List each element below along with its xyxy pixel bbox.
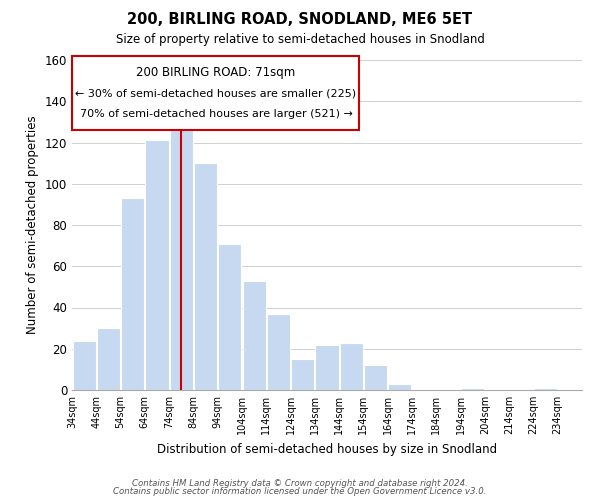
Bar bbox=[316, 344, 338, 390]
Text: Contains public sector information licensed under the Open Government Licence v3: Contains public sector information licen… bbox=[113, 487, 487, 496]
Text: 200, BIRLING ROAD, SNODLAND, ME6 5ET: 200, BIRLING ROAD, SNODLAND, ME6 5ET bbox=[127, 12, 473, 28]
Text: 200 BIRLING ROAD: 71sqm: 200 BIRLING ROAD: 71sqm bbox=[136, 66, 295, 78]
Bar bbox=[291, 359, 314, 390]
Bar bbox=[267, 314, 290, 390]
Bar bbox=[242, 280, 266, 390]
Bar bbox=[121, 198, 144, 390]
Text: ← 30% of semi-detached houses are smaller (225): ← 30% of semi-detached houses are smalle… bbox=[74, 88, 356, 98]
Bar bbox=[218, 244, 241, 390]
X-axis label: Distribution of semi-detached houses by size in Snodland: Distribution of semi-detached houses by … bbox=[157, 442, 497, 456]
Bar bbox=[340, 342, 363, 390]
Text: Size of property relative to semi-detached houses in Snodland: Size of property relative to semi-detach… bbox=[116, 32, 484, 46]
Bar bbox=[388, 384, 412, 390]
Text: Contains HM Land Registry data © Crown copyright and database right 2024.: Contains HM Land Registry data © Crown c… bbox=[132, 478, 468, 488]
Bar bbox=[461, 388, 484, 390]
Bar bbox=[170, 116, 193, 390]
Text: 70% of semi-detached houses are larger (521) →: 70% of semi-detached houses are larger (… bbox=[80, 109, 353, 119]
FancyBboxPatch shape bbox=[72, 56, 359, 130]
Bar bbox=[364, 365, 387, 390]
Bar bbox=[194, 163, 217, 390]
Bar bbox=[97, 328, 120, 390]
Bar bbox=[73, 340, 95, 390]
Bar bbox=[145, 140, 169, 390]
Bar bbox=[534, 388, 557, 390]
Y-axis label: Number of semi-detached properties: Number of semi-detached properties bbox=[26, 116, 39, 334]
